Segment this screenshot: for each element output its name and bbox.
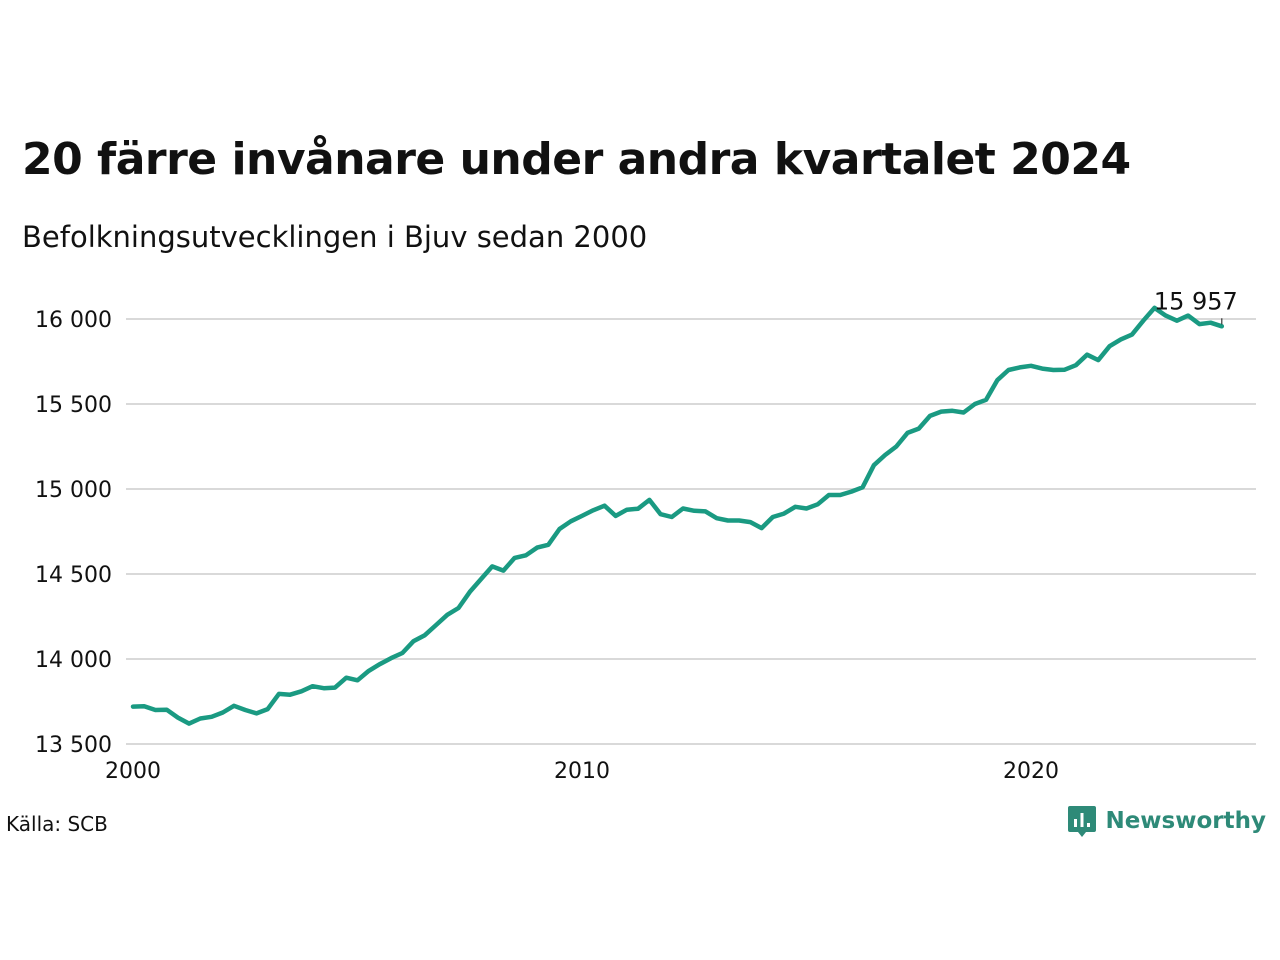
y-tick-label: 13 500 — [35, 733, 112, 758]
y-tick-label: 16 000 — [35, 308, 112, 333]
y-tick-label: 14 000 — [35, 648, 112, 673]
chart-title: 20 färre invånare under andra kvartalet … — [22, 134, 1131, 185]
y-tick-label: 14 500 — [35, 563, 112, 588]
gridlines — [126, 318, 1256, 745]
y-tick-label: 15 000 — [35, 478, 112, 503]
end-value-label: 15 957 — [1154, 287, 1238, 315]
brand-logo: Newsworthy — [1067, 804, 1266, 838]
y-tick-label: 15 500 — [35, 393, 112, 418]
x-tick-label: 2020 — [1003, 759, 1059, 784]
x-axis-tick-labels: 2000 2010 2020 — [105, 759, 1059, 784]
brand-name: Newsworthy — [1105, 808, 1266, 834]
x-tick-label: 2010 — [554, 759, 610, 784]
chart-subtitle: Befolkningsutvecklingen i Bjuv sedan 200… — [22, 220, 648, 254]
source-note: Källa: SCB — [6, 812, 108, 836]
population-line — [130, 305, 1225, 726]
line-chart: 13 500 14 000 14 500 15 000 15 500 16 000 200… — [35, 287, 1256, 784]
chart-bubble-icon — [1068, 806, 1097, 837]
y-axis-tick-labels: 13 500 14 000 14 500 15 000 15 500 16 000 — [35, 308, 112, 758]
x-tick-label: 2000 — [105, 759, 161, 784]
